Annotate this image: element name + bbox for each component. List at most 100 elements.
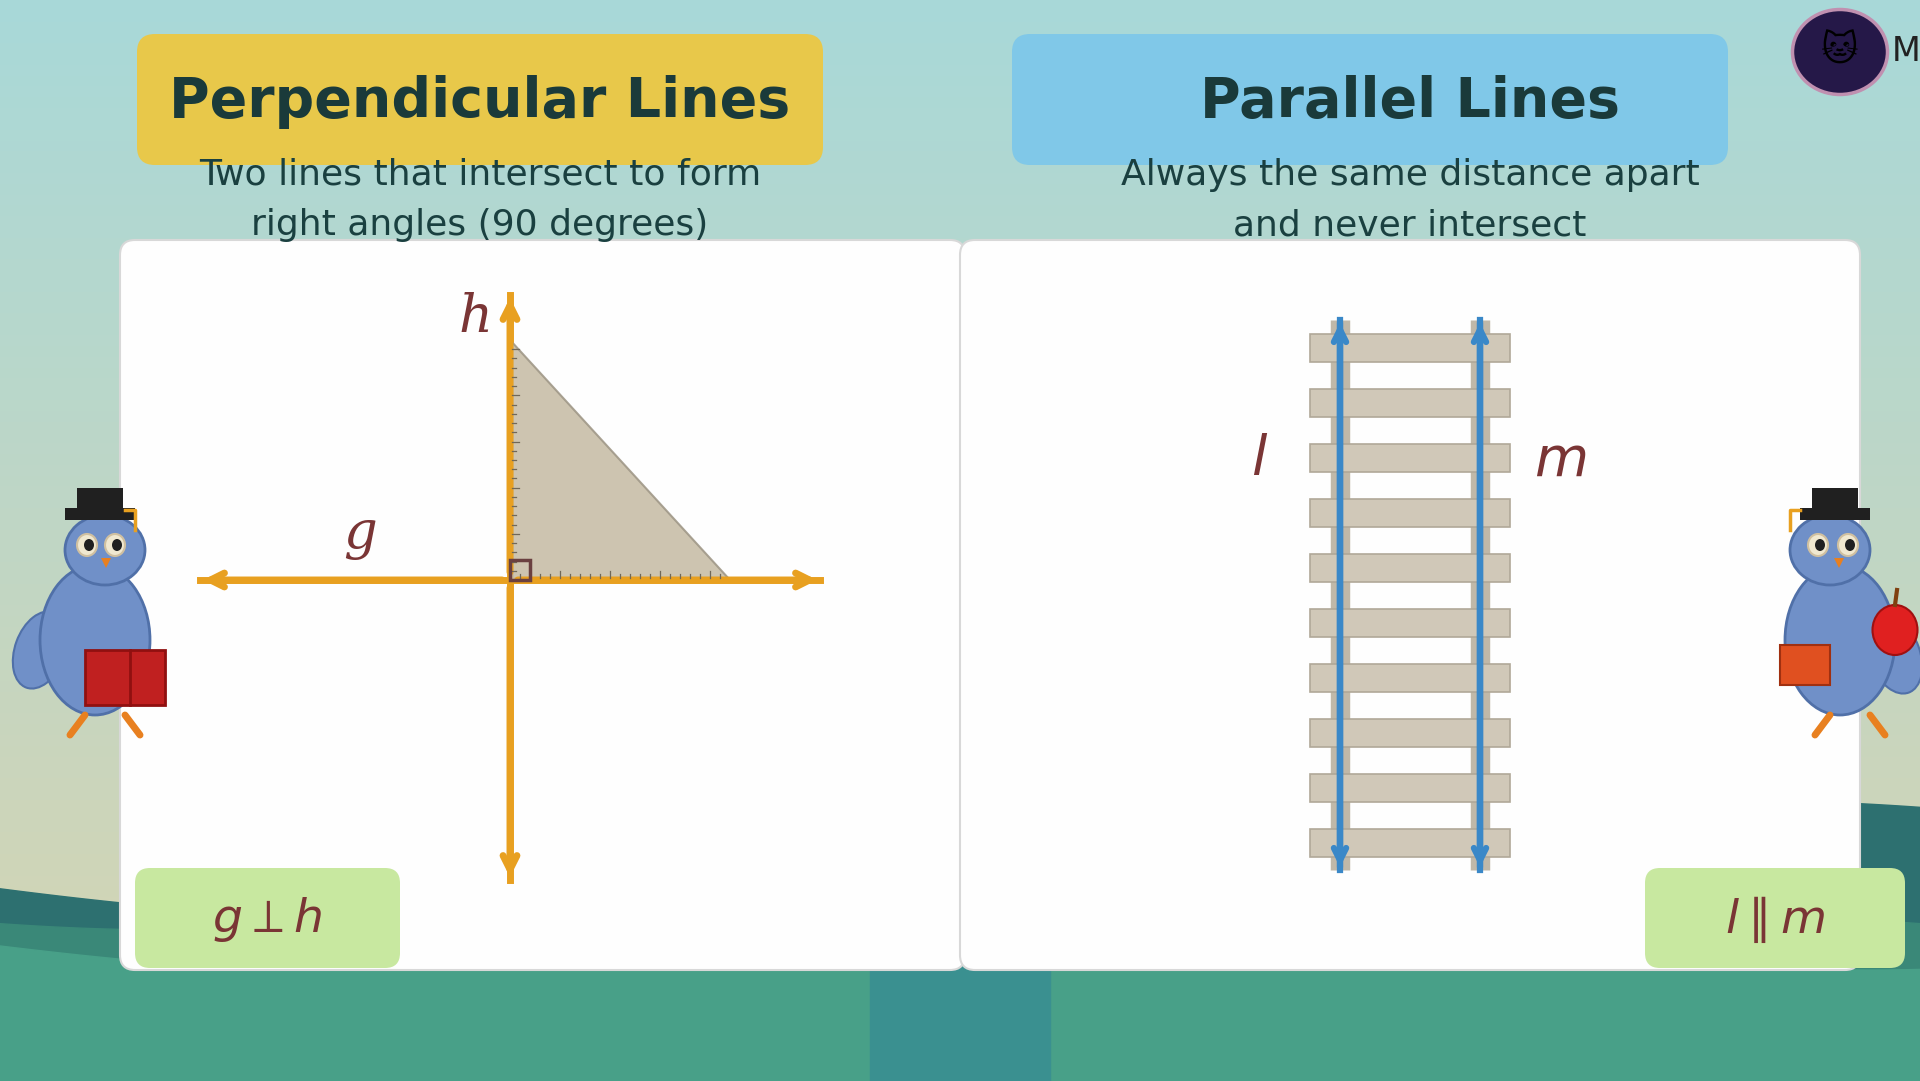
- Bar: [0, 616, 1920, 627]
- Bar: [0, 573, 1920, 584]
- Text: Always the same distance apart
and never intersect: Always the same distance apart and never…: [1121, 158, 1699, 242]
- Bar: [0, 638, 1920, 649]
- Bar: [0, 897, 1920, 908]
- Bar: [0, 346, 1920, 357]
- Bar: [0, 97, 1920, 108]
- Bar: [0, 649, 1920, 659]
- Bar: [0, 984, 1920, 995]
- Bar: [0, 378, 1920, 389]
- Bar: [0, 865, 1920, 876]
- Bar: [0, 76, 1920, 86]
- Bar: [0, 735, 1920, 746]
- Bar: [1309, 664, 1509, 692]
- Bar: [1309, 443, 1509, 471]
- Bar: [0, 854, 1920, 865]
- Bar: [1309, 498, 1509, 526]
- Bar: [0, 270, 1920, 281]
- Bar: [0, 670, 1920, 681]
- Polygon shape: [1834, 558, 1843, 568]
- Ellipse shape: [1814, 539, 1826, 551]
- Bar: [0, 757, 1920, 768]
- Bar: [0, 605, 1920, 616]
- Bar: [0, 768, 1920, 778]
- Bar: [0, 1049, 1920, 1059]
- Bar: [0, 832, 1920, 843]
- Ellipse shape: [1786, 565, 1895, 715]
- Bar: [1309, 388, 1509, 416]
- Bar: [0, 65, 1920, 76]
- Text: h: h: [459, 293, 492, 344]
- Bar: [0, 443, 1920, 454]
- Bar: [0, 995, 1920, 1005]
- Bar: [0, 32, 1920, 43]
- Bar: [0, 811, 1920, 822]
- Bar: [77, 488, 123, 510]
- Text: $l \parallel m$: $l \parallel m$: [1724, 895, 1826, 945]
- Bar: [0, 411, 1920, 422]
- Bar: [0, 497, 1920, 508]
- FancyBboxPatch shape: [1012, 34, 1728, 165]
- Bar: [0, 108, 1920, 119]
- Bar: [0, 313, 1920, 324]
- Text: Two lines that intersect to form
right angles (90 degrees): Two lines that intersect to form right a…: [200, 158, 760, 242]
- Bar: [1812, 488, 1859, 510]
- FancyBboxPatch shape: [1645, 868, 1905, 967]
- Ellipse shape: [1872, 605, 1918, 655]
- Ellipse shape: [1793, 10, 1887, 94]
- Text: $m$: $m$: [1534, 432, 1586, 488]
- Bar: [0, 1059, 1920, 1070]
- Bar: [0, 86, 1920, 97]
- Bar: [0, 746, 1920, 757]
- Bar: [1309, 774, 1509, 801]
- Bar: [0, 0, 1920, 11]
- Bar: [0, 1070, 1920, 1081]
- Bar: [0, 584, 1920, 595]
- Bar: [0, 876, 1920, 886]
- FancyBboxPatch shape: [960, 240, 1860, 970]
- Bar: [511, 560, 530, 580]
- Bar: [0, 238, 1920, 249]
- FancyBboxPatch shape: [119, 240, 966, 970]
- Bar: [0, 43, 1920, 54]
- FancyBboxPatch shape: [136, 34, 824, 165]
- Bar: [84, 650, 165, 705]
- Text: g: g: [344, 509, 376, 561]
- Ellipse shape: [1837, 534, 1859, 556]
- Bar: [0, 119, 1920, 130]
- Bar: [0, 324, 1920, 335]
- Ellipse shape: [106, 534, 125, 556]
- Bar: [0, 11, 1920, 22]
- Bar: [0, 778, 1920, 789]
- Bar: [0, 227, 1920, 238]
- Bar: [0, 530, 1920, 540]
- Bar: [1309, 828, 1509, 856]
- Bar: [0, 486, 1920, 497]
- Bar: [0, 432, 1920, 443]
- Bar: [0, 162, 1920, 173]
- Bar: [0, 249, 1920, 259]
- Text: $g \perp h$: $g \perp h$: [211, 895, 323, 945]
- Bar: [0, 1005, 1920, 1016]
- Ellipse shape: [1868, 616, 1920, 694]
- Bar: [1309, 719, 1509, 747]
- Ellipse shape: [84, 539, 94, 551]
- Bar: [0, 216, 1920, 227]
- Bar: [1309, 553, 1509, 582]
- Bar: [0, 335, 1920, 346]
- Bar: [0, 151, 1920, 162]
- Bar: [0, 973, 1920, 984]
- Bar: [0, 205, 1920, 216]
- Ellipse shape: [65, 515, 146, 585]
- Bar: [0, 951, 1920, 962]
- Bar: [0, 800, 1920, 811]
- Text: Maths Angel: Maths Angel: [1891, 36, 1920, 68]
- Bar: [0, 508, 1920, 519]
- Bar: [0, 1027, 1920, 1038]
- Bar: [0, 908, 1920, 919]
- Bar: [65, 508, 134, 520]
- Bar: [0, 789, 1920, 800]
- Bar: [0, 519, 1920, 530]
- Bar: [1780, 645, 1830, 685]
- Bar: [0, 1016, 1920, 1027]
- Text: Parallel Lines: Parallel Lines: [1200, 75, 1620, 129]
